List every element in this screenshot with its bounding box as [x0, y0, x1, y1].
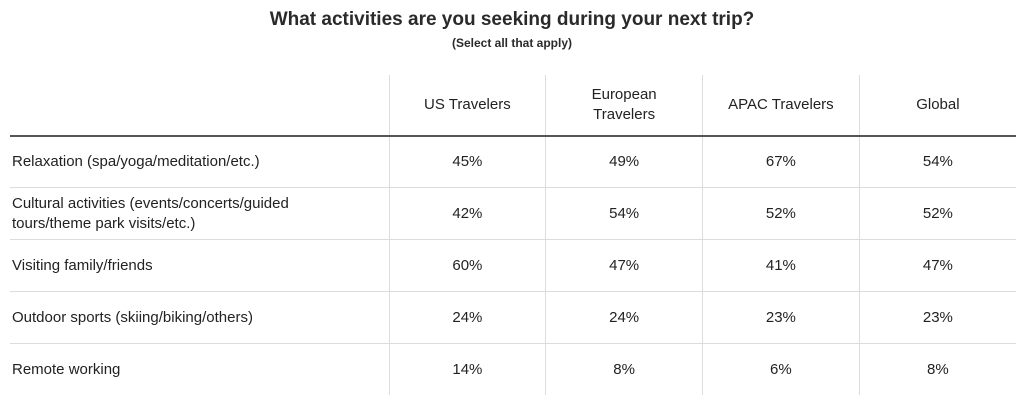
table-cell: 42% [388, 187, 546, 240]
table-cell: 6% [702, 343, 860, 395]
table-cell: 14% [388, 343, 546, 395]
table-cell: 52% [858, 187, 1016, 240]
table-cell: 52% [702, 187, 860, 240]
row-label: Cultural activities (events/concerts/gui… [10, 187, 389, 240]
table-cell: 47% [545, 239, 703, 292]
table-cell: 8% [858, 343, 1016, 395]
column-header-european-travelers-text: European Travelers [591, 86, 657, 123]
table-row: Relaxation (spa/yoga/meditation/etc.) 45… [10, 136, 1016, 188]
table-cell: 23% [702, 291, 860, 344]
table-row: Outdoor sports (skiing/biking/others) 24… [10, 291, 1016, 344]
table-cell: 45% [388, 136, 546, 188]
table-row: Visiting family/friends 60% 47% 41% 47% [10, 239, 1016, 292]
row-label: Outdoor sports (skiing/biking/others) [10, 291, 389, 344]
table-cell: 8% [545, 343, 703, 395]
table-row: Remote working 14% 8% 6% 8% [10, 343, 1016, 395]
row-label: Remote working [10, 343, 389, 395]
table-cell: 67% [702, 136, 860, 188]
table-cell: 41% [702, 239, 860, 292]
column-header-global: Global [858, 75, 1016, 137]
table-header-row: US Travelers European Travelers APAC Tra… [10, 75, 1016, 137]
table-row: Cultural activities (events/concerts/gui… [10, 187, 1016, 240]
table-cell: 54% [858, 136, 1016, 188]
table-cell: 23% [858, 291, 1016, 344]
table-cell: 60% [388, 239, 546, 292]
column-header-apac-travelers: APAC Travelers [702, 75, 860, 137]
row-label: Relaxation (spa/yoga/meditation/etc.) [12, 153, 260, 170]
table-cell: 24% [545, 291, 703, 344]
table-cell: 54% [545, 187, 703, 240]
survey-table: US Travelers European Travelers APAC Tra… [10, 75, 1016, 395]
page-subtitle: (Select all that apply) [451, 36, 573, 50]
column-header-european-travelers: European Travelers [545, 75, 703, 137]
row-label-text: Cultural activities (events/concerts/gui… [12, 194, 289, 232]
table-cell: 47% [858, 239, 1016, 292]
row-label: Visiting family/friends [10, 239, 389, 292]
page-title: What activities are you seeking during y… [269, 9, 755, 30]
column-header-us-travelers: US Travelers [388, 75, 546, 137]
table-cell: 24% [388, 291, 546, 344]
table-cell: 49% [545, 136, 703, 188]
column-header-blank [10, 75, 389, 137]
